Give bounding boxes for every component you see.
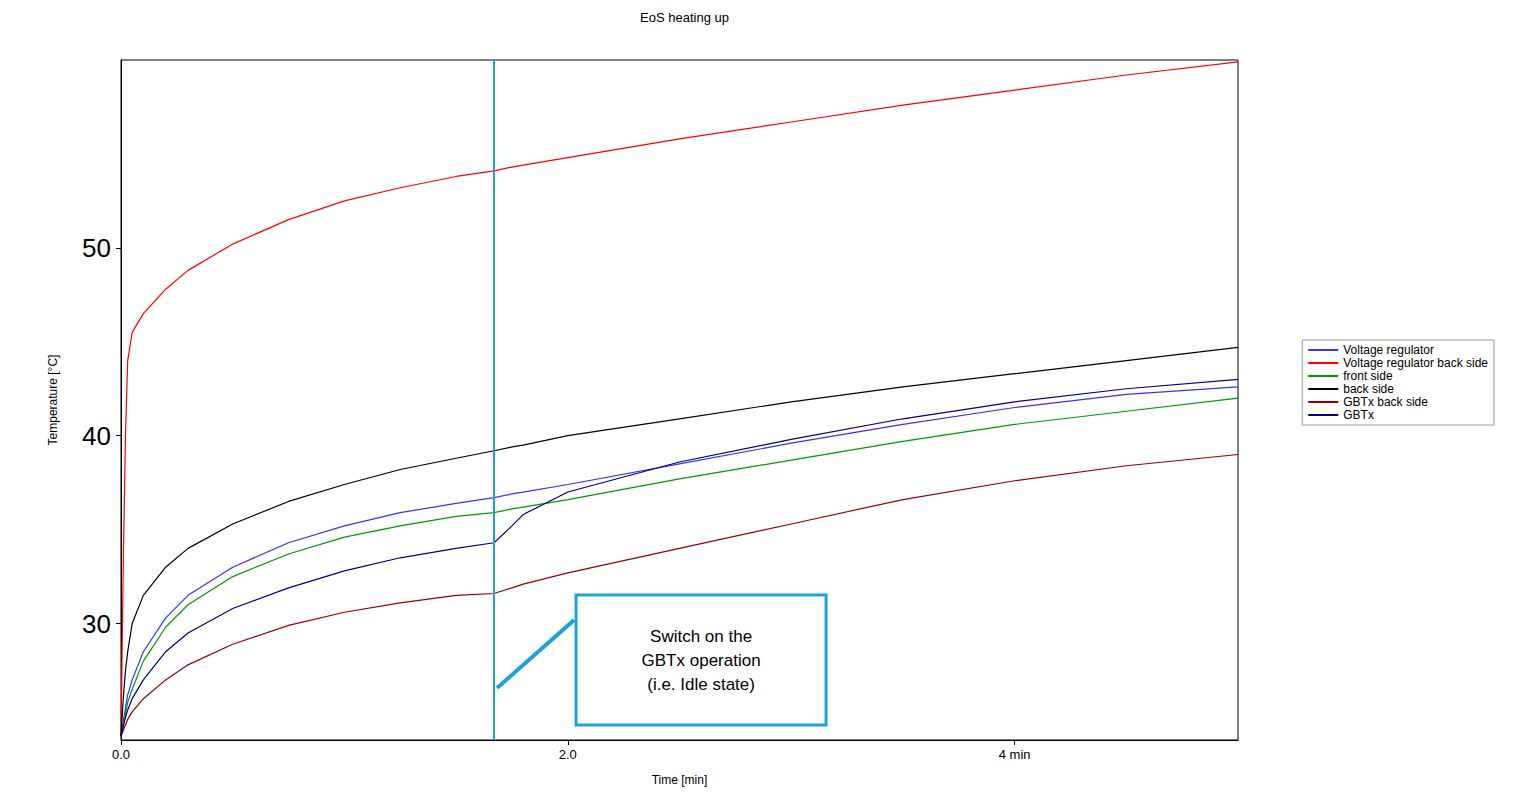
svg-text:GBTx operation: GBTx operation [642, 651, 761, 670]
svg-text:40: 40 [82, 421, 111, 451]
svg-text:Switch on the: Switch on the [650, 627, 752, 646]
svg-text:Temperature [°C]: Temperature [°C] [46, 355, 60, 446]
svg-text:0.0: 0.0 [112, 747, 130, 762]
svg-text:Time [min]: Time [min] [652, 773, 708, 787]
svg-text:GBTx: GBTx [1343, 408, 1374, 422]
svg-text:2.0: 2.0 [559, 747, 577, 762]
svg-text:Voltage regulator: Voltage regulator [1343, 343, 1434, 357]
svg-text:EoS heating up: EoS heating up [640, 10, 729, 25]
svg-text:50: 50 [82, 233, 111, 263]
svg-text:4 min: 4 min [999, 747, 1031, 762]
svg-text:30: 30 [82, 609, 111, 639]
svg-text:(i.e. Idle state): (i.e. Idle state) [647, 675, 755, 694]
svg-text:GBTx back side: GBTx back side [1343, 395, 1428, 409]
svg-text:front side: front side [1343, 369, 1393, 383]
svg-text:back side: back side [1343, 382, 1394, 396]
svg-text:Voltage regulator back side: Voltage regulator back side [1343, 356, 1488, 370]
